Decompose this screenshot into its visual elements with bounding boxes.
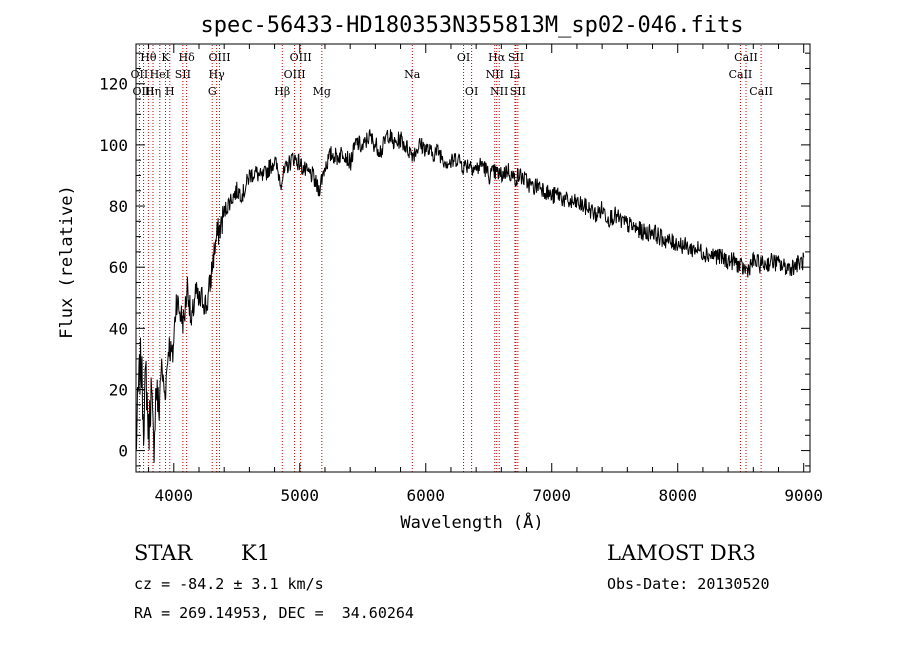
y-axis-label: Flux (relative) [57, 185, 77, 339]
spectral-line-label-13: OIII [284, 68, 306, 81]
plot-frame [135, 43, 811, 473]
observation-date: Obs-Date: 20130520 [607, 575, 770, 593]
y-tick-label-5: 100 [99, 136, 128, 155]
spectral-line-label-18: OIII [133, 85, 155, 98]
y-tick-label-0: 0 [118, 442, 128, 461]
spectral-line-label-1: K [161, 51, 170, 64]
spectral-line-label-0: Hθ [140, 51, 157, 64]
spectral-line-label-25: NII [490, 85, 508, 98]
spectral-line-label-26: SII [510, 85, 526, 98]
spectral-line-label-6: Hα [488, 51, 506, 64]
spectral-line-label-27: CaII [749, 85, 773, 98]
y-tick-label-3: 60 [109, 258, 128, 277]
spectral-line-label-17: CaII [729, 68, 753, 81]
chart-title: spec-56433-HD180353N355813M_sp02-046.fit… [200, 13, 743, 38]
x-tick-label-0: 4000 [155, 486, 194, 505]
spectral-line-label-2: Hδ [179, 51, 196, 64]
axis-ticks: 4000 5000 6000 7000 8000 9000 0 20 40 60 80 100 120 [99, 44, 823, 505]
x-tick-label-2: 6000 [406, 486, 445, 505]
spectral-line-label-16: Li [510, 68, 521, 81]
x-tick-label-3: 7000 [532, 486, 571, 505]
spectral-line-label-19: Hη [145, 85, 161, 98]
spectral-subclass: K1 [241, 541, 271, 565]
spectral-line-label-14: Na [404, 68, 421, 81]
object-type: STAR [134, 541, 193, 565]
spectral-line-label-7: SII [508, 51, 524, 64]
spectrum-line [135, 129, 805, 463]
y-tick-label-6: 120 [99, 75, 128, 94]
spectral-line-label-3: OIII [208, 51, 230, 64]
x-tick-label-4: 8000 [658, 486, 697, 505]
y-tick-label-4: 80 [109, 197, 128, 216]
x-axis-label: Wavelength (Å) [400, 511, 543, 533]
spectral-line-label-5: OI [457, 51, 470, 64]
x-tick-label-1: 5000 [281, 486, 320, 505]
spectral-line-label-23: Mg [313, 85, 331, 98]
spectral-line-label-10: HeI [150, 68, 170, 81]
survey-name: LAMOST DR3 [607, 541, 756, 565]
spectral-line-label-12: Hγ [209, 68, 226, 81]
spectral-line-label-11: SII [175, 68, 191, 81]
y-tick-label-1: 20 [109, 380, 128, 399]
spectral-line-label-22: Hβ [274, 85, 290, 98]
x-tick-label-5: 9000 [784, 486, 823, 505]
spectral-line-label-20: H [165, 85, 175, 98]
sky-coordinates: RA = 269.14953, DEC = 34.60264 [134, 604, 414, 622]
spectral-line-label-9: OII [131, 68, 149, 81]
y-tick-label-2: 40 [109, 319, 128, 338]
redshift-value: cz = -84.2 ± 3.1 km/s [134, 575, 324, 593]
spectral-line-label-8: CaII [734, 51, 758, 64]
spectral-line-label-4: OIII [290, 51, 312, 64]
spectral-line-label-21: G [208, 85, 217, 98]
spectral-line-label-24: OI [465, 85, 478, 98]
spectral-line-label-15: NII [486, 68, 504, 81]
